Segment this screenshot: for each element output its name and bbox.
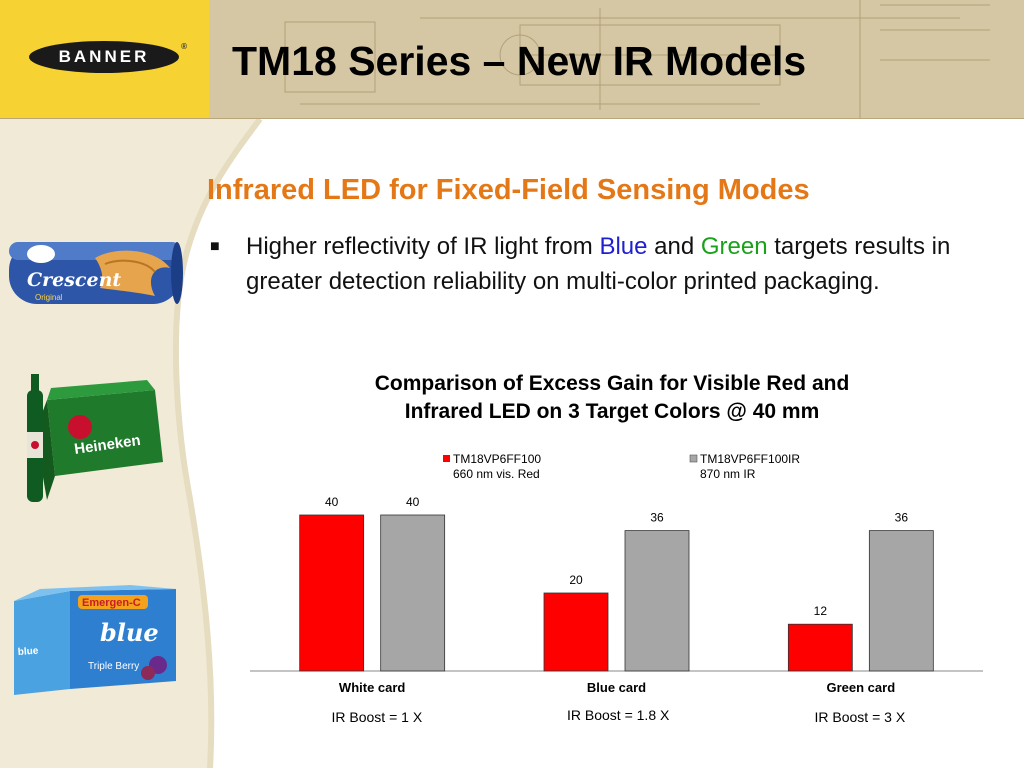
bar-blue-card-series-1	[543, 592, 609, 672]
category-label-2: Blue card	[587, 680, 646, 695]
category-label-3: Green card	[827, 680, 896, 695]
legend-sublabel-2: 870 nm IR	[700, 467, 756, 481]
emergen-side-text: blue	[17, 646, 39, 658]
bullet-text: Higher reflectivity of IR light from Blu…	[246, 229, 986, 299]
emergen-c-package-image: Emergen-C blue Triple Berry blue	[14, 585, 176, 695]
ir-boost-annotation-3: IR Boost = 3 X	[814, 709, 906, 725]
data-label-blue-card-series-2: 36	[650, 511, 664, 525]
chart-title-line2: Infrared LED on 3 Target Colors @ 40 mm	[404, 400, 820, 423]
data-label-white-card-series-1: 40	[325, 495, 339, 509]
section-heading: Infrared LED for Fixed-Field Sensing Mod…	[207, 174, 810, 206]
bar-blue-card-series-2	[624, 530, 690, 672]
chart-title: Comparison of Excess Gain for Visible Re…	[300, 370, 924, 426]
bar-white-card-series-2	[380, 514, 446, 672]
emergen-flavor-text: Triple Berry	[88, 661, 139, 672]
bar-green-card-series-2	[868, 530, 934, 672]
crescent-sub-text: Original	[35, 293, 63, 302]
bullet-text-part1: Higher reflectivity of IR light from	[246, 233, 600, 260]
data-label-blue-card-series-1: 20	[569, 573, 583, 587]
legend-label-1: TM18VP6FF100	[453, 452, 541, 466]
crescent-package-image: Crescent Original	[9, 242, 183, 304]
logo-panel: BANNER	[0, 0, 209, 118]
ir-boost-annotation-1: IR Boost = 1 X	[331, 709, 423, 725]
header-divider	[0, 118, 1024, 119]
legend-sublabel-1: 660 nm vis. Red	[453, 467, 540, 481]
bullet-text-blue: Blue	[599, 233, 648, 260]
category-label-1: White card	[339, 680, 406, 695]
legend-label-2: TM18VP6FF100IR	[700, 452, 800, 466]
blueprint-background	[284, 0, 990, 118]
legend-swatch-2	[689, 454, 698, 463]
emergen-sub-text: blue	[100, 618, 159, 647]
banner-logo: BANNER	[29, 31, 187, 73]
data-label-green-card-series-1: 12	[814, 604, 828, 618]
data-label-white-card-series-2: 40	[406, 495, 420, 509]
bar-green-card-series-1	[787, 623, 853, 672]
heineken-package-image: Heineken	[27, 374, 163, 502]
bar-white-card-series-1	[299, 514, 365, 672]
data-label-green-card-series-2: 36	[895, 511, 909, 525]
crescent-brand-text: Crescent	[27, 269, 121, 291]
chart-title-line1: Comparison of Excess Gain for Visible Re…	[374, 372, 850, 395]
legend-swatch-1	[443, 455, 450, 462]
bullet-text-part3: targets results in greater detection rel…	[246, 233, 951, 295]
bullet-text-green: Green	[700, 233, 768, 260]
bullet-symbol: ■	[210, 238, 220, 255]
ir-boost-annotation-2: IR Boost = 1.8 X	[567, 707, 670, 723]
header-banner: BANNER TM18 Series – New IR Models	[0, 0, 1024, 118]
bullet-text-part2: and	[647, 233, 701, 260]
emergen-brand-text: Emergen-C	[82, 597, 141, 609]
page-title: TM18 Series – New IR Models	[232, 38, 807, 84]
